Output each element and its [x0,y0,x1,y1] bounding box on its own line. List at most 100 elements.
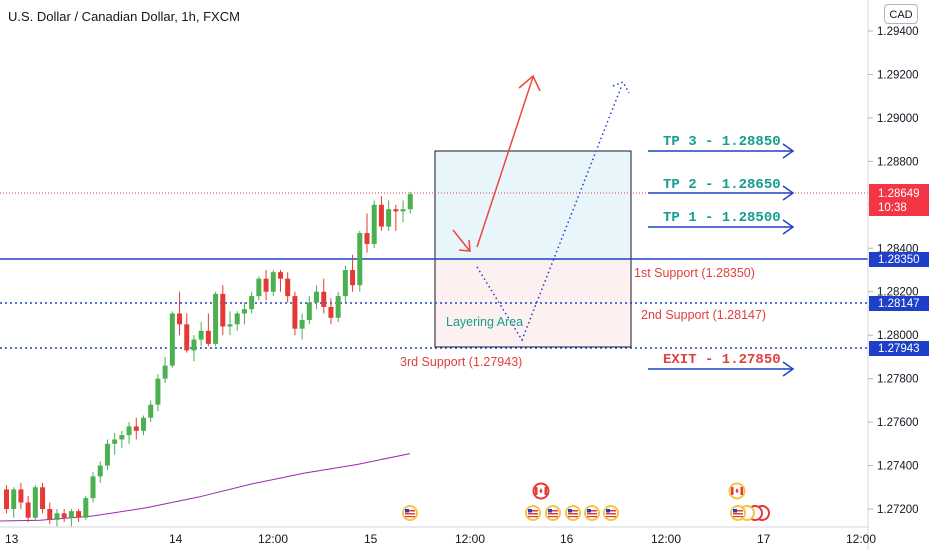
candle-body [241,309,247,314]
candle-body [292,296,298,329]
currency-button[interactable]: CAD [884,4,918,24]
candle-body [205,330,211,344]
time-label: 14 [169,532,183,546]
candle-body [47,509,53,520]
level-tag-3: 1.27943 [869,341,929,356]
tp3-label: TP 3 - 1.28850 [663,134,781,150]
candle-body [256,278,262,297]
price-tick-label: 1.28000 [877,330,919,342]
candle-body [277,272,283,279]
event-icons-group-1[interactable] [402,505,418,521]
candle-body [112,439,118,444]
candle-body [184,324,190,351]
us-flag-event-icon[interactable] [565,505,581,521]
price-tick-label: 1.27400 [877,461,919,473]
candle-body [357,233,363,286]
candle-body [371,204,377,244]
candle-body [54,513,60,520]
price-tick-label: 1.29000 [877,113,919,125]
level-tag-1-value: 1.28350 [878,254,920,266]
time-label: 12:00 [258,532,288,546]
candle-body [148,404,154,418]
support-2-label: 2nd Support (1.28147) [641,308,766,322]
canada-flag-event-icon[interactable] [532,482,550,500]
target-zone-box [434,150,632,260]
us-flag-event-icon[interactable] [525,505,541,521]
layering-zone-box [434,258,632,348]
candle-body [18,489,24,503]
bullish-projection-arrow [452,74,541,252]
level-tag-1: 1.28350 [869,252,929,267]
tp2-label: TP 2 - 1.28650 [663,177,781,193]
candle-body [364,233,370,244]
time-label: 15 [364,532,378,546]
price-tick-label: 1.28800 [877,156,919,168]
chart-title: U.S. Dollar / Canadian Dollar, 1h, FXCM [8,9,240,24]
time-label: 17 [757,532,771,546]
canada-flag-event-icon[interactable] [728,482,746,500]
us-flag-event-icon[interactable] [584,505,600,521]
price-axis[interactable]: 1.294001.292001.290001.288001.286001.284… [868,26,919,516]
moving-average-line [0,453,411,522]
candle-body [263,278,269,292]
candle-body [162,365,168,379]
price-tick-label: 1.27600 [877,417,919,429]
candle-body [11,489,17,509]
candle-body [140,417,146,431]
tp2-arrow [648,185,795,201]
layering-area-label: Layering Area [446,315,523,329]
candle-body [378,204,384,227]
price-tick-label: 1.28200 [877,287,919,299]
candle-body [61,513,67,518]
candle-body [328,306,334,318]
candle-body [407,194,413,210]
candle-body [234,313,240,325]
candle-body [155,378,161,405]
level-tag-3-value: 1.27943 [878,343,920,355]
candle-body [169,313,175,366]
candle-body [350,270,356,286]
level-tag-2-value: 1.28147 [878,298,920,310]
price-tick-label: 1.27200 [877,504,919,516]
candle-body [386,209,392,227]
candle-body [191,339,197,351]
price-tick-label: 1.29400 [877,26,919,38]
exit-arrow [648,361,795,377]
candle-body [393,209,399,212]
candle-body [321,291,327,307]
price-tick-label: 1.27800 [877,374,919,386]
time-label: 12:00 [846,532,876,546]
tp3-arrow [648,143,795,159]
support-3-label: 3rd Support (1.27943) [400,355,522,369]
us-flag-event-icon[interactable] [402,505,418,521]
time-axis[interactable]: 13 14 12:00 15 12:00 16 12:00 17 12:00 [5,532,876,546]
candle-body [90,476,96,499]
time-label: 16 [560,532,574,546]
candle-body [335,296,341,318]
candle-body [285,278,291,297]
candle-body [40,487,46,509]
candle-body [4,489,9,509]
us-flag-event-icon[interactable] [545,505,561,521]
us-flag-event-icon[interactable] [603,505,619,521]
event-icons-group-2[interactable] [525,482,619,522]
time-label: 12:00 [651,532,681,546]
candle-body [76,511,82,518]
tp1-arrow [648,219,795,235]
candle-body [227,324,233,327]
exit-label: EXIT - 1.27850 [663,352,781,368]
candle-body [400,209,406,212]
candle-body [32,487,38,518]
candle-body [198,330,204,340]
candle-body [299,319,305,329]
us-flag-event-icon[interactable] [730,505,746,521]
candle-body [119,435,125,440]
current-price-tag: 1.28649 10:38 [869,184,929,216]
level-tag-2: 1.28147 [869,296,929,311]
time-label: 13 [5,532,19,546]
event-icons-group-3[interactable] [728,482,771,522]
candle-body [104,443,110,466]
candle-body [342,270,348,297]
